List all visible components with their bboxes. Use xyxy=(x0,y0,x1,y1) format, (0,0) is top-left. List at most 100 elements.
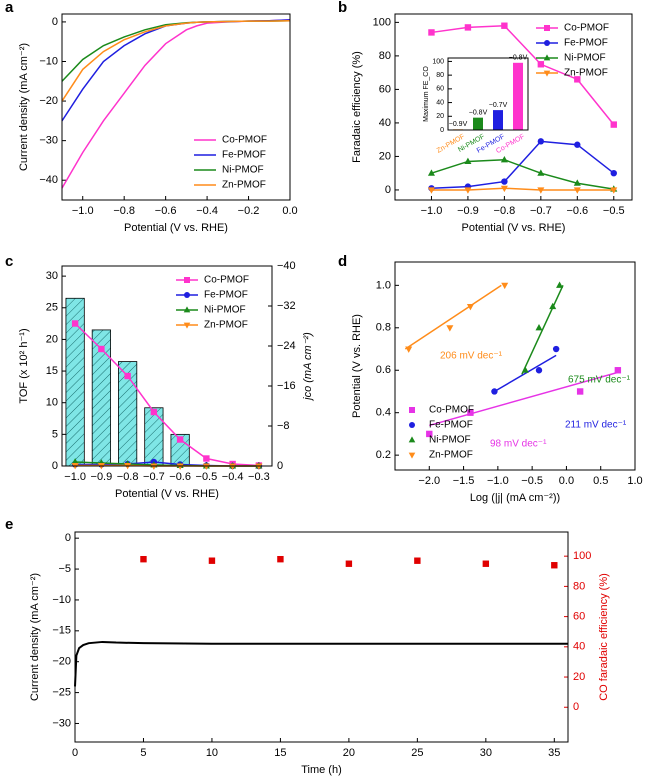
x-tick-label: −0.4 xyxy=(196,205,218,217)
panel-label: d xyxy=(338,253,347,270)
y2-tick-label: 80 xyxy=(573,580,585,592)
data-point xyxy=(537,169,545,176)
x-axis-label: Potential (V vs. RHE) xyxy=(115,488,219,500)
x-tick-label: −0.5 xyxy=(603,205,625,217)
x-tick-label: −0.9 xyxy=(91,471,113,483)
legend-label: Ni-PMOF xyxy=(204,305,246,316)
legend-label: Fe-PMOF xyxy=(204,290,248,301)
data-point xyxy=(544,40,550,46)
bar xyxy=(513,62,523,130)
legend-label: Fe-PMOF xyxy=(564,38,608,49)
data-point xyxy=(408,436,416,443)
y-tick-label: −25 xyxy=(52,686,71,698)
legend-label: Co-PMOF xyxy=(222,135,267,146)
data-point xyxy=(140,555,147,563)
x-tick-label: −1.0 xyxy=(487,475,509,487)
x-tick-label: 20 xyxy=(343,747,355,759)
data-point xyxy=(427,169,435,176)
x-tick-label: −0.5 xyxy=(521,475,543,487)
panel-label: e xyxy=(5,516,13,533)
x-tick-label: −0.6 xyxy=(169,471,191,483)
data-point xyxy=(184,292,190,298)
bar-annotation: −0.9V xyxy=(449,121,468,128)
y-tick-label: 0 xyxy=(385,184,391,196)
data-line xyxy=(74,322,259,467)
y-tick-label: 1.0 xyxy=(376,279,391,291)
data-point xyxy=(464,157,472,165)
x-tick-label: 0.0 xyxy=(559,475,574,487)
y2-tick-label: −8 xyxy=(277,420,290,432)
data-point xyxy=(202,463,210,470)
data-point xyxy=(428,29,435,36)
y-tick-label: 60 xyxy=(436,86,444,93)
plot-frame xyxy=(447,57,529,131)
data-point xyxy=(408,452,416,459)
y-tick-label: −15 xyxy=(52,625,71,637)
fit-label: 98 mV dec⁻¹ xyxy=(490,439,547,450)
y2-tick-label: −32 xyxy=(277,300,296,312)
data-point xyxy=(124,372,131,380)
y-tick-label: −10 xyxy=(52,594,71,606)
y-tick-label: −20 xyxy=(52,656,71,668)
y-tick-label: −5 xyxy=(58,563,71,575)
x-axis-label: Potential (V vs. RHE) xyxy=(124,222,228,234)
data-point xyxy=(574,141,581,148)
data-line xyxy=(431,187,614,191)
data-line xyxy=(61,19,291,122)
data-point xyxy=(405,346,413,353)
data-point xyxy=(208,557,216,564)
x-tick-label: 0.0 xyxy=(282,205,297,217)
x-tick-label: −0.8 xyxy=(494,205,516,217)
x-tick-label: 30 xyxy=(480,747,492,759)
x-tick-label: 5 xyxy=(140,747,146,759)
y-tick-label: −30 xyxy=(39,135,58,147)
y-tick-label: 80 xyxy=(436,72,444,79)
x-tick-label: −1.5 xyxy=(453,475,475,487)
fit-line xyxy=(404,284,502,350)
x-tick-label: 35 xyxy=(548,747,560,759)
data-point xyxy=(551,562,558,569)
data-point xyxy=(203,455,210,462)
data-point xyxy=(500,185,508,193)
data-point xyxy=(482,560,490,567)
y-axis-label: Potential (V vs. RHE) xyxy=(351,314,363,418)
y2-tick-label: −24 xyxy=(277,340,296,352)
x-axis-label: Potential (V vs. RHE) xyxy=(462,222,566,234)
fit-line xyxy=(494,354,557,393)
y2-axis-label: jco (mA cm⁻²) xyxy=(302,332,314,402)
y-tick-label: 60 xyxy=(379,83,391,95)
x-tick-label: −0.3 xyxy=(248,471,270,483)
x-tick-label: 10 xyxy=(206,747,218,759)
x-tick-label: 15 xyxy=(274,747,286,759)
fit-line xyxy=(521,285,564,375)
bar xyxy=(493,110,503,130)
plot-frame xyxy=(61,265,273,467)
data-point xyxy=(537,61,545,68)
y2-tick-label: 0 xyxy=(573,701,579,713)
x-tick-label: −0.4 xyxy=(222,471,244,483)
y2-tick-label: 100 xyxy=(573,550,591,562)
y2-tick-label: 40 xyxy=(573,641,585,653)
y2-tick-label: −16 xyxy=(277,380,296,392)
y-tick-label: 80 xyxy=(379,50,391,62)
data-point xyxy=(176,463,184,470)
legend-label: Ni-PMOF xyxy=(429,435,471,446)
y2-axis-label: CO faradaic efficiency (%) xyxy=(598,573,610,701)
fit-label: 211 mV dec⁻¹ xyxy=(565,420,627,431)
x-tick-label: −0.6 xyxy=(155,205,177,217)
y-tick-label: −40 xyxy=(39,174,58,186)
x-tick-label: −0.5 xyxy=(196,471,218,483)
x-tick-label: −0.9 xyxy=(457,205,479,217)
y-tick-label: 40 xyxy=(379,117,391,129)
y-tick-label: −10 xyxy=(39,55,58,67)
x-tick-label: −0.2 xyxy=(238,205,260,217)
data-point xyxy=(610,169,617,177)
data-line xyxy=(431,140,615,190)
data-line xyxy=(61,19,291,102)
legend-label: Fe-PMOF xyxy=(429,420,473,431)
y-tick-label: 0 xyxy=(52,460,58,472)
y-tick-label: 10 xyxy=(46,397,58,409)
legend-label: Co-PMOF xyxy=(564,23,609,34)
data-point xyxy=(556,281,564,288)
